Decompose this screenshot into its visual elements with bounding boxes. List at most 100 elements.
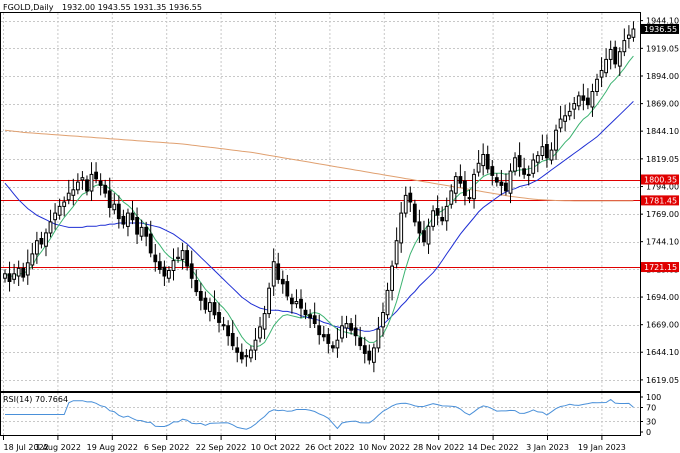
candle-bull: [26, 263, 29, 275]
candle-bear: [468, 198, 471, 199]
x-tick-label: 10 Oct 2022: [251, 443, 300, 452]
candle-bear: [122, 216, 125, 224]
candle-bear: [236, 348, 239, 352]
candle-bull: [391, 266, 394, 290]
x-tick-label: 14 Dec 2022: [468, 443, 519, 452]
candle-bear: [409, 193, 412, 202]
candle-bull: [181, 251, 184, 260]
candle-bull: [395, 241, 398, 264]
candle-bull: [427, 226, 430, 244]
y-tick-label: 1619.05: [646, 376, 679, 385]
candle-bull: [254, 340, 257, 350]
rsi-tick-label: 100: [646, 393, 661, 402]
candle-bear: [313, 316, 316, 324]
candle-bull: [382, 313, 385, 327]
candle-bear: [423, 231, 426, 242]
candle-bull: [555, 130, 558, 150]
candle-bear: [363, 346, 366, 354]
candle-bull: [63, 202, 66, 206]
x-tick-label: 6 Sep 2022: [144, 443, 190, 452]
candle-bear: [523, 169, 526, 175]
candle-bull: [568, 111, 571, 115]
candle-bull: [177, 257, 180, 258]
candle-bear: [190, 264, 193, 278]
candle-bull: [514, 158, 517, 171]
candle-bull: [536, 156, 539, 163]
candle-bear: [322, 335, 325, 337]
candle-bear: [354, 328, 357, 336]
candle-bull: [209, 303, 212, 312]
candle-bear: [546, 145, 549, 158]
candle-bull: [477, 163, 480, 172]
candle-bear: [22, 268, 25, 277]
candle-bear: [359, 338, 362, 346]
candle-bull: [49, 222, 52, 233]
candle-bear: [154, 255, 157, 262]
candle-bear: [587, 98, 590, 105]
candle-bear: [186, 251, 189, 267]
candle-bear: [582, 96, 585, 100]
candle-bear: [527, 174, 530, 175]
x-tick-label: 19 Jan 2023: [578, 443, 626, 452]
rsi-tick-label: 30: [646, 418, 656, 427]
rsi-tick-label: 0: [646, 428, 651, 437]
x-tick-label: 10 Nov 2022: [359, 443, 410, 452]
candle-bull: [67, 193, 70, 200]
y-tick-label: 1769.00: [646, 210, 679, 219]
x-tick-label: 26 Oct 2022: [305, 443, 354, 452]
candle-bull: [596, 79, 599, 91]
candle-bear: [149, 234, 152, 253]
level-tag-label: 1721.15: [644, 263, 677, 272]
candle-bear: [327, 335, 330, 344]
candle-bull: [404, 195, 407, 213]
candle-bull: [36, 241, 39, 254]
candle-bear: [40, 239, 43, 245]
candle-bear: [413, 204, 416, 222]
candle-bull: [268, 288, 271, 313]
candle-bull: [509, 171, 512, 193]
candle-bear: [418, 222, 421, 233]
candle-bull: [386, 290, 389, 314]
y-tick-label: 1844.10: [646, 127, 679, 136]
candle-bear: [231, 334, 234, 346]
candle-bull: [573, 104, 576, 110]
candle-bear: [204, 298, 207, 309]
candle-bear: [291, 298, 294, 304]
candle-bull: [250, 350, 253, 358]
candle-bear: [436, 209, 439, 216]
candle-bull: [72, 190, 75, 196]
candle-bear: [368, 351, 371, 360]
candle-bear: [104, 185, 107, 193]
candle-bull: [336, 340, 339, 348]
candle-bull: [172, 261, 175, 271]
candle-bull: [632, 29, 635, 37]
candle-bear: [281, 279, 284, 283]
candle-bull: [559, 119, 562, 128]
candle-bull: [168, 271, 171, 279]
candle-bull: [541, 147, 544, 156]
y-tick-label: 1894.00: [646, 72, 679, 81]
candle-bull: [263, 314, 266, 330]
candle-bear: [117, 204, 120, 218]
candle-bull: [31, 254, 34, 265]
candle-bull: [600, 71, 603, 78]
candle-bear: [195, 281, 198, 292]
candle-bear: [218, 313, 221, 323]
candle-bull: [77, 182, 80, 190]
candle-bear: [145, 227, 148, 236]
candle-bull: [628, 35, 631, 38]
candle-bear: [108, 191, 111, 208]
candle-bull: [373, 348, 376, 362]
candle-bear: [99, 181, 102, 185]
candle-bull: [45, 233, 48, 246]
level-tag-label: 1800.35: [644, 176, 677, 185]
candle-bull: [445, 206, 448, 220]
candle-bull: [345, 324, 348, 328]
candle-bear: [131, 213, 134, 220]
y-tick-label: 1644.10: [646, 348, 679, 357]
candle-bear: [309, 315, 312, 318]
candle-bear: [300, 299, 303, 308]
candle-bear: [350, 324, 353, 331]
candle-bull: [341, 326, 344, 338]
